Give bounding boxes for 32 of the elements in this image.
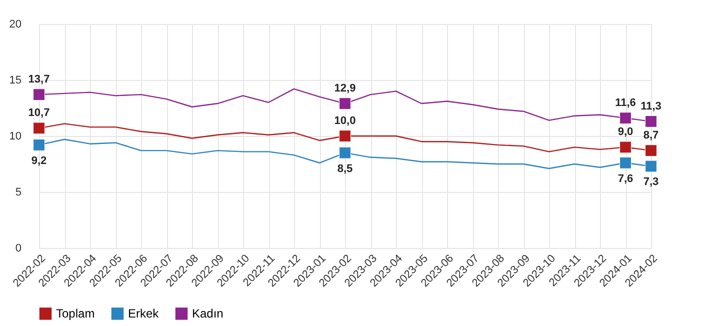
data-label: 8,5 (337, 162, 353, 175)
point (645, 115, 657, 128)
y-tick-label: 5 (15, 186, 22, 198)
y-tick-label: 15 (9, 74, 22, 86)
point (620, 156, 632, 169)
point (620, 112, 632, 124)
y-tick-label: 10 (9, 130, 22, 142)
data-label: 11,3 (640, 100, 662, 112)
point (33, 122, 45, 134)
point (645, 160, 657, 172)
point (33, 88, 45, 101)
point (33, 139, 45, 151)
data-label: 11,6 (615, 97, 636, 110)
point (645, 144, 657, 157)
data-label: 10,7 (28, 107, 50, 120)
y-tick-label: 20 (9, 18, 22, 30)
data-label: 7,3 (643, 176, 659, 188)
point (339, 146, 351, 159)
point (339, 130, 351, 142)
y-tick-label: 0 (15, 242, 22, 254)
legend-label: Erkek (128, 306, 160, 321)
data-label: 7,6 (618, 172, 634, 185)
legend-label: Kadın (192, 306, 224, 321)
data-label: 10,0 (334, 115, 356, 127)
data-label: 13,7 (28, 74, 50, 86)
legend-label: Toplam (56, 306, 95, 321)
point (339, 98, 351, 110)
data-label: 9,0 (618, 126, 634, 138)
point (620, 141, 632, 154)
data-label: 9,2 (31, 154, 47, 167)
data-label: 8,7 (643, 130, 659, 142)
data-label: 12,9 (334, 82, 356, 95)
